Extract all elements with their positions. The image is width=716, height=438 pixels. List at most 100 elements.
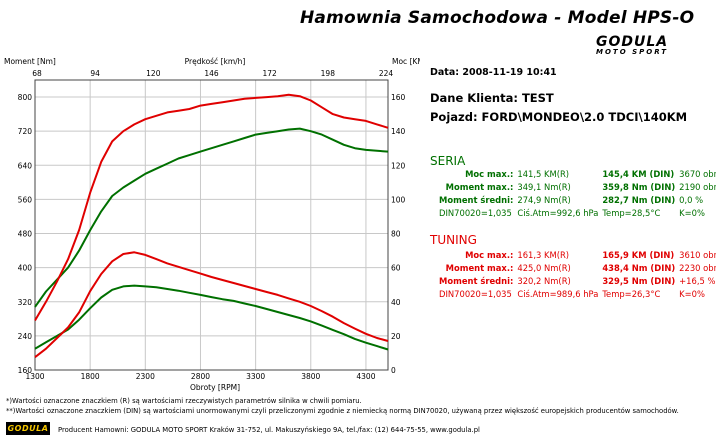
y-right-axis-label: Moc [KM] (392, 57, 420, 66)
seria-title: SERIA (430, 154, 466, 168)
stat-label: Moment max.: (445, 181, 514, 192)
x-tick-label: 3800 (301, 372, 320, 381)
footer-logo: GODULA (6, 422, 50, 435)
y-left-tick-label: 480 (18, 230, 33, 239)
stat-extra: 0,0 % (679, 194, 704, 205)
y-right-tick-label: 120 (391, 161, 406, 170)
y-left-tick-label: 800 (18, 93, 33, 102)
logo-sub-text: MOTO SPORT (596, 48, 669, 56)
y-left-tick-label: 320 (18, 298, 33, 307)
stat-value-r: 425,0 Nm(R) (517, 262, 571, 273)
k-factor: K=0% (679, 289, 705, 300)
stat-extra: 2190 obr (679, 181, 716, 192)
footnote-r: *)Wartości oznaczone znaczkiem (R) są wa… (6, 397, 362, 405)
stat-extra: 3670 obr (679, 168, 716, 179)
din-factor: DIN70020=1,035 (439, 289, 512, 300)
measurement-date: Data: 2008-11-19 10:41 (430, 67, 557, 78)
tuning-title: TUNING (430, 233, 477, 247)
table-row: DIN70020=1,035 Ciś.Atm=989,6 hPa Temp=26… (437, 288, 716, 301)
temperature: Temp=28,5°C (602, 208, 661, 219)
x-axis-label: Obroty [RPM] (190, 383, 240, 392)
series-seria-power-line (34, 127, 389, 308)
table-row: Moc max.: 141,5 KM(R) 145,4 KM (DIN) 367… (437, 167, 716, 180)
top-tick-label: 224 (379, 69, 394, 78)
top-tick-label: 198 (321, 69, 336, 78)
top-axis-label: Prędkość [km/h] (185, 57, 246, 66)
stat-value-din: 359,8 Nm (DIN) (602, 181, 676, 192)
page-title: Hamownia Samochodowa - Model HPS-O (300, 8, 695, 28)
chart-grid (34, 80, 388, 371)
series-tuning-power-line (34, 93, 389, 322)
stat-extra: 3610 obr (679, 249, 716, 260)
godula-logo: GODULA MOTO SPORT (596, 34, 668, 56)
stat-value-din: 438,4 Nm (DIN) (602, 262, 676, 273)
y-right-tick-label: 140 (391, 127, 406, 136)
din-factor: DIN70020=1,035 (439, 208, 512, 219)
y-left-tick-label: 640 (18, 161, 33, 170)
client-name: Dane Klienta: TEST (430, 91, 554, 105)
top-tick-label: 172 (263, 69, 278, 78)
y-right-tick-label: 160 (391, 93, 406, 102)
table-row: Moc max.: 161,3 KM(R) 165,9 KM (DIN) 361… (437, 248, 716, 261)
x-tick-label: 2300 (136, 372, 155, 381)
atm-pressure: Ciś.Atm=992,6 hPa (517, 208, 599, 219)
x-tick-label: 2800 (191, 372, 210, 381)
plot-area-border (34, 79, 389, 371)
stat-label: Moc max.: (465, 168, 514, 179)
stat-value-din: 329,5 Nm (DIN) (602, 275, 676, 286)
stat-label: Moment max.: (445, 262, 514, 273)
series-seria-torque-line (34, 284, 389, 351)
stat-value-r: 161,3 KM(R) (517, 249, 570, 260)
logo-main-text: GODULA (596, 34, 669, 50)
series-tuning-torque-line (34, 251, 389, 358)
stat-value-din: 282,7 Nm (DIN) (602, 194, 676, 205)
y-right-tick-label: 80 (391, 230, 401, 239)
table-row: Moment max.: 425,0 Nm(R) 438,4 Nm (DIN) … (437, 261, 716, 274)
y-left-axis-label: Moment [Nm] (4, 57, 56, 66)
tuning-stats-table: Moc max.: 161,3 KM(R) 165,9 KM (DIN) 361… (437, 248, 716, 301)
y-right-tick-label: 100 (391, 195, 406, 204)
stat-value-r: 274,9 Nm(R) (517, 194, 571, 205)
x-tick-label: 3300 (246, 372, 265, 381)
y-left-tick-label: 160 (18, 366, 33, 375)
stat-label: Moment średni: (439, 194, 514, 205)
vehicle-name: Pojazd: FORD\MONDEO\2.0 TDCI\140KM (430, 110, 688, 124)
x-tick-label: 1800 (81, 372, 100, 381)
table-row: Moment max.: 349,1 Nm(R) 359,8 Nm (DIN) … (437, 180, 716, 193)
stat-extra: +16,5 % (679, 275, 716, 286)
x-tick-label: 4300 (356, 372, 375, 381)
y-left-tick-label: 400 (18, 264, 33, 273)
x-tick-label: 1300 (25, 372, 44, 381)
temperature: Temp=26,3°C (602, 289, 661, 300)
top-tick-label: 94 (90, 69, 100, 78)
stat-value-r: 320,2 Nm(R) (517, 275, 571, 286)
stat-value-din: 165,9 KM (DIN) (602, 249, 675, 260)
dyno-chart: 1300 1800 2300 2800 3300 3800 4300 160 0 240 20 320… (4, 57, 420, 392)
y-left-tick-label: 560 (18, 195, 33, 204)
y-right-tick-label: 40 (391, 298, 401, 307)
seria-stats-table: Moc max.: 141,5 KM(R) 145,4 KM (DIN) 367… (437, 167, 716, 220)
chart-ticks: 1300 1800 2300 2800 3300 3800 4300 160 0 240 20 320… (18, 69, 406, 381)
stat-label: Moc max.: (465, 249, 514, 260)
stat-label: Moment średni: (439, 275, 514, 286)
y-left-tick-label: 240 (18, 332, 33, 341)
top-tick-label: 146 (204, 69, 219, 78)
footnote-din: **)Wartości oznaczone znaczkiem (DIN) są… (6, 407, 679, 415)
atm-pressure: Ciś.Atm=989,6 hPa (517, 289, 599, 300)
table-row: Moment średni: 274,9 Nm(R) 282,7 Nm (DIN… (437, 193, 716, 206)
k-factor: K=0% (679, 208, 705, 219)
y-right-tick-label: 20 (391, 332, 401, 341)
top-tick-label: 68 (32, 69, 42, 78)
producer-info: Producent Hamowni: GODULA MOTO SPORT Kra… (58, 426, 480, 434)
top-tick-label: 120 (146, 69, 161, 78)
table-row: DIN70020=1,035 Ciś.Atm=992,6 hPa Temp=28… (437, 207, 716, 220)
chart-series (34, 93, 389, 358)
y-left-tick-label: 720 (18, 127, 33, 136)
stat-value-din: 145,4 KM (DIN) (602, 168, 675, 179)
stat-value-r: 349,1 Nm(R) (517, 181, 571, 192)
y-right-tick-label: 0 (391, 366, 396, 375)
table-row: Moment średni: 320,2 Nm(R) 329,5 Nm (DIN… (437, 274, 716, 287)
y-right-tick-label: 60 (391, 264, 401, 273)
stat-extra: 2230 obr (679, 262, 716, 273)
stat-value-r: 141,5 KM(R) (517, 168, 570, 179)
